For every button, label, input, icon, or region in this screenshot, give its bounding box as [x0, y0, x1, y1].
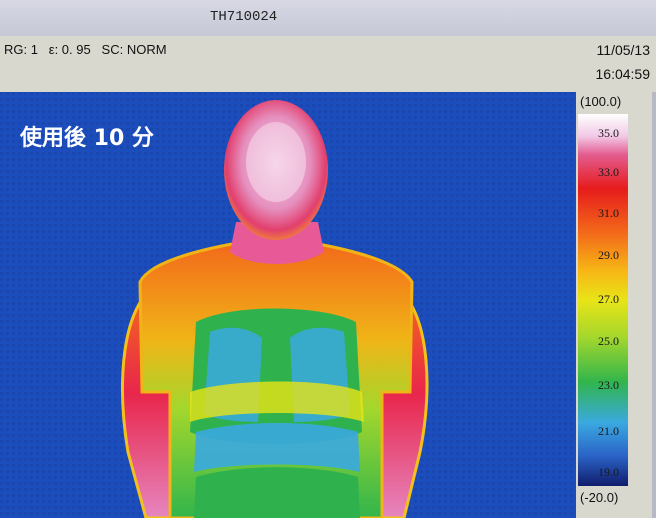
window-title: TH710024	[210, 9, 278, 25]
temperature-scale: (100.0) 35.0 33.0 31.0 29.0 27.0 25.0 23…	[576, 92, 656, 518]
tick-label: 27.0	[598, 292, 619, 306]
capture-date: 11/05/13	[596, 42, 650, 58]
scale-min-label: (-20.0)	[580, 490, 619, 505]
lower-torso	[194, 423, 360, 472]
waist-band	[190, 381, 364, 422]
tick-label: 23.0	[598, 378, 619, 392]
face-highlight	[246, 122, 306, 202]
tick-label: 25.0	[598, 334, 619, 348]
capture-parameters: RG: 1 ε: 0. 95 SC: NORM	[4, 42, 167, 57]
thermal-image-panel: 使用後 10 分	[0, 92, 576, 518]
tick-label: 31.0	[598, 206, 619, 220]
tick-label: 29.0	[598, 248, 619, 262]
scale-max-label: (100.0)	[580, 94, 622, 109]
window-right-edge	[652, 92, 656, 518]
tick-label: 21.0	[598, 424, 619, 438]
capture-time: 16:04:59	[595, 66, 651, 82]
tick-label: 35.0	[598, 126, 619, 140]
thermal-image	[0, 92, 576, 518]
status-row: RG: 1 ε: 0. 95 SC: NORM 11/05/13 16:04:5…	[0, 36, 656, 92]
tick-label: 33.0	[598, 165, 619, 179]
color-bar	[578, 114, 628, 486]
hip-area	[194, 467, 360, 518]
image-caption: 使用後 10 分	[20, 126, 154, 151]
title-bar: TH710024	[0, 0, 656, 37]
tick-label: 19.0	[598, 465, 619, 479]
